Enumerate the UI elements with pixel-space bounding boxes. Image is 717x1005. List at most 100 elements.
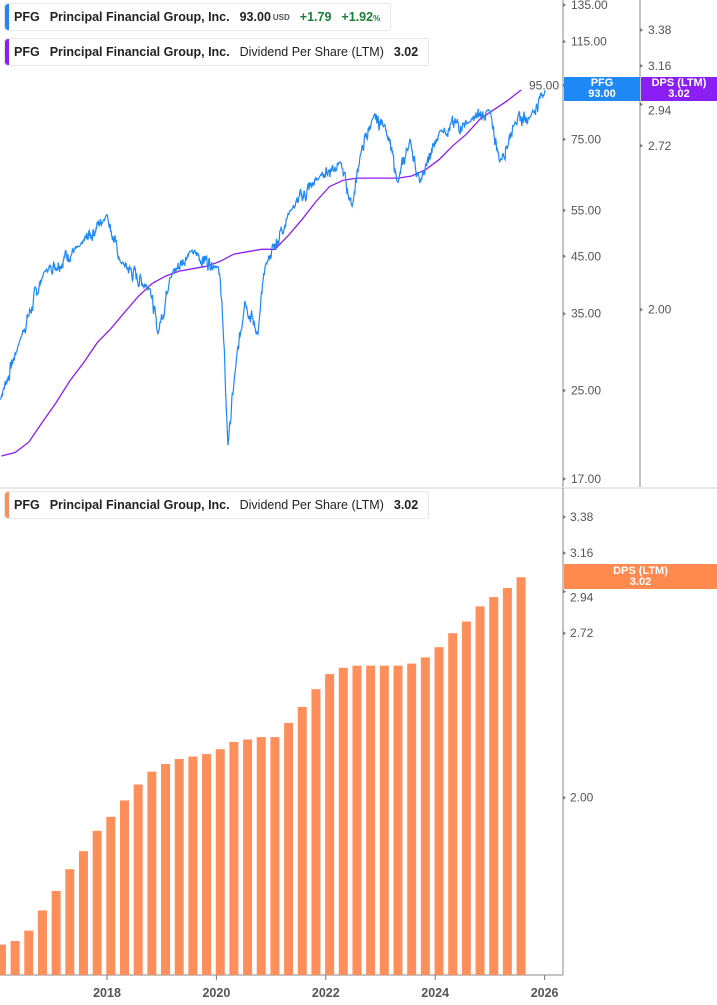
- legend-ticker: PFG: [14, 498, 40, 512]
- dps-bar: [448, 633, 458, 975]
- price-tick-label: 135.00: [571, 0, 608, 12]
- legend-price-value: 93.00: [239, 10, 271, 24]
- legend-currency: USD: [272, 12, 290, 22]
- dps-bar: [352, 665, 362, 975]
- bar-y-tick-label: 2.00: [570, 791, 594, 805]
- tick-mark: [563, 515, 566, 519]
- dps-bar: [10, 941, 20, 975]
- legend-color-swatch: [5, 39, 9, 65]
- x-tick-label: 2026: [531, 986, 559, 1000]
- legend-change-pct-value: +1.92: [341, 10, 374, 24]
- dps-bar: [420, 657, 430, 975]
- dps-bar: [92, 830, 102, 975]
- dps-tag-label: DPS (LTM): [613, 564, 668, 577]
- price-tick-label: 25.00: [571, 384, 601, 398]
- dps-bottom-tag: DPS (LTM) 3.02: [564, 564, 717, 589]
- tick-mark: [563, 254, 566, 259]
- dps-bar: [147, 771, 157, 975]
- legend-dps-bottom[interactable]: PFG Principal Financial Group, Inc. Divi…: [4, 491, 430, 519]
- tick-mark: [563, 39, 566, 44]
- tick-mark: [640, 102, 643, 107]
- dps-bar: [106, 816, 116, 975]
- x-tick-label: 2024: [421, 986, 449, 1000]
- legend-color-swatch: [5, 4, 9, 30]
- legend-value: 3.02: [393, 45, 419, 59]
- x-tick-label: 2020: [202, 986, 230, 1000]
- dps-bar: [434, 647, 444, 975]
- dps-tick-label: 3.38: [648, 23, 672, 37]
- bar-y-tick-label: 3.38: [570, 510, 594, 524]
- dps-bar: [489, 597, 499, 975]
- dps-bar: [270, 737, 280, 975]
- bar-y-tick-label: 3.16: [570, 546, 594, 560]
- legend-pct-sign: %: [373, 14, 381, 23]
- dps-bar: [174, 759, 184, 975]
- price-tick-label: 45.00: [571, 249, 601, 263]
- dps-tick-label: 2.00: [648, 303, 672, 317]
- legend-ticker: PFG: [14, 45, 40, 59]
- tick-mark: [640, 63, 643, 68]
- dps-bar: [379, 665, 389, 975]
- dps-bar: [161, 764, 171, 975]
- legend-dps-top[interactable]: PFG Principal Financial Group, Inc. Divi…: [4, 38, 430, 66]
- legend-company: Principal Financial Group, Inc.: [49, 498, 230, 512]
- dps-bar: [256, 737, 266, 975]
- tick-mark: [563, 137, 566, 142]
- legend-company: Principal Financial Group, Inc.: [49, 10, 230, 24]
- dps-bar: [516, 577, 526, 975]
- dps-bar: [229, 741, 239, 975]
- dps-bar: [311, 689, 321, 975]
- dps-bar: [502, 587, 512, 975]
- dps-tag-value: 3.02: [668, 88, 690, 100]
- legend-ticker: PFG: [14, 10, 40, 24]
- dps-tick-label: 2.72: [648, 139, 672, 153]
- dps-bar: [215, 749, 225, 975]
- tick-mark: [563, 795, 566, 800]
- tick-mark: [640, 28, 643, 32]
- dps-tick-label: 2.94: [648, 103, 672, 117]
- legend-color-swatch: [5, 492, 9, 518]
- x-tick-label: 2022: [312, 986, 340, 1000]
- price-tick-label: 115.00: [571, 35, 607, 49]
- dps-bar: [0, 944, 6, 975]
- dps-top-tag: DPS (LTM) 3.02: [641, 77, 717, 101]
- x-tick-label: 2018: [93, 986, 121, 1000]
- dps-tick-label: 3.16: [648, 59, 672, 73]
- legend-company: Principal Financial Group, Inc.: [49, 45, 230, 59]
- dps-bar: [284, 722, 294, 975]
- legend-metric: Dividend Per Share (LTM): [239, 45, 384, 59]
- dps-bar: [24, 930, 34, 975]
- dps-tag-label: DPS (LTM): [651, 77, 707, 89]
- dps-bar: [188, 756, 198, 975]
- price-tick-label: 95.00: [529, 78, 559, 92]
- dps-bar: [37, 910, 47, 975]
- legend-price[interactable]: PFG Principal Financial Group, Inc. 93.0…: [4, 3, 392, 31]
- dps-line: [1, 89, 522, 457]
- tick-mark: [563, 388, 566, 393]
- dps-bar: [338, 667, 348, 975]
- tick-mark: [563, 551, 566, 556]
- price-tick-label: 75.00: [571, 132, 601, 146]
- tick-mark: [640, 143, 643, 148]
- dps-bar: [133, 784, 143, 975]
- dps-bar: [243, 739, 253, 975]
- legend-value: 3.02: [393, 498, 419, 512]
- tick-mark: [563, 631, 566, 636]
- bar-y-tick-label: 2.72: [570, 626, 594, 640]
- tick-mark: [563, 208, 566, 213]
- dps-bar: [202, 754, 212, 975]
- price-tick-label: 55.00: [571, 203, 601, 217]
- dps-bar: [51, 891, 61, 975]
- tick-mark: [563, 476, 566, 481]
- legend-metric: Dividend Per Share (LTM): [239, 498, 384, 512]
- bar-y-tick-label: 2.94: [570, 591, 594, 605]
- dps-bar: [297, 706, 307, 975]
- price-line: [0, 90, 546, 446]
- price-tag-label: PFG: [590, 77, 614, 89]
- dps-bar: [325, 674, 335, 975]
- dps-bar: [407, 663, 417, 975]
- legend-change: +1.79: [299, 10, 332, 24]
- dps-tag-value: 3.02: [629, 575, 652, 588]
- dps-bar: [78, 851, 88, 975]
